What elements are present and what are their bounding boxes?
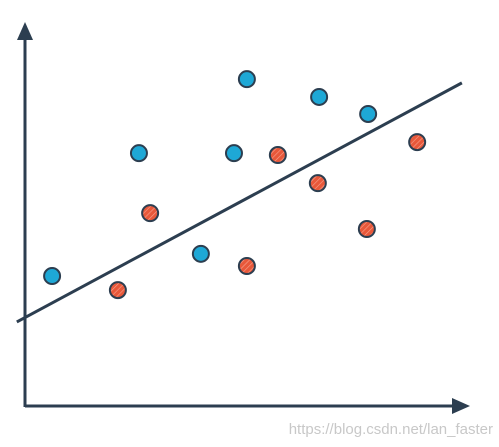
point [129, 144, 148, 163]
x-axis-arrow [452, 398, 470, 414]
point [224, 144, 243, 163]
point [408, 133, 427, 152]
axes [17, 22, 470, 414]
point [268, 146, 287, 165]
point [357, 220, 376, 239]
point [191, 244, 210, 263]
point [308, 174, 327, 193]
point [108, 281, 127, 300]
point [310, 87, 329, 106]
point [237, 70, 256, 89]
y-axis-arrow [17, 22, 33, 40]
point [141, 204, 160, 223]
point [43, 267, 62, 286]
point [359, 104, 378, 123]
fit-line [16, 81, 463, 324]
point [237, 257, 256, 276]
watermark: https://blog.csdn.net/lan_faster [289, 421, 493, 438]
